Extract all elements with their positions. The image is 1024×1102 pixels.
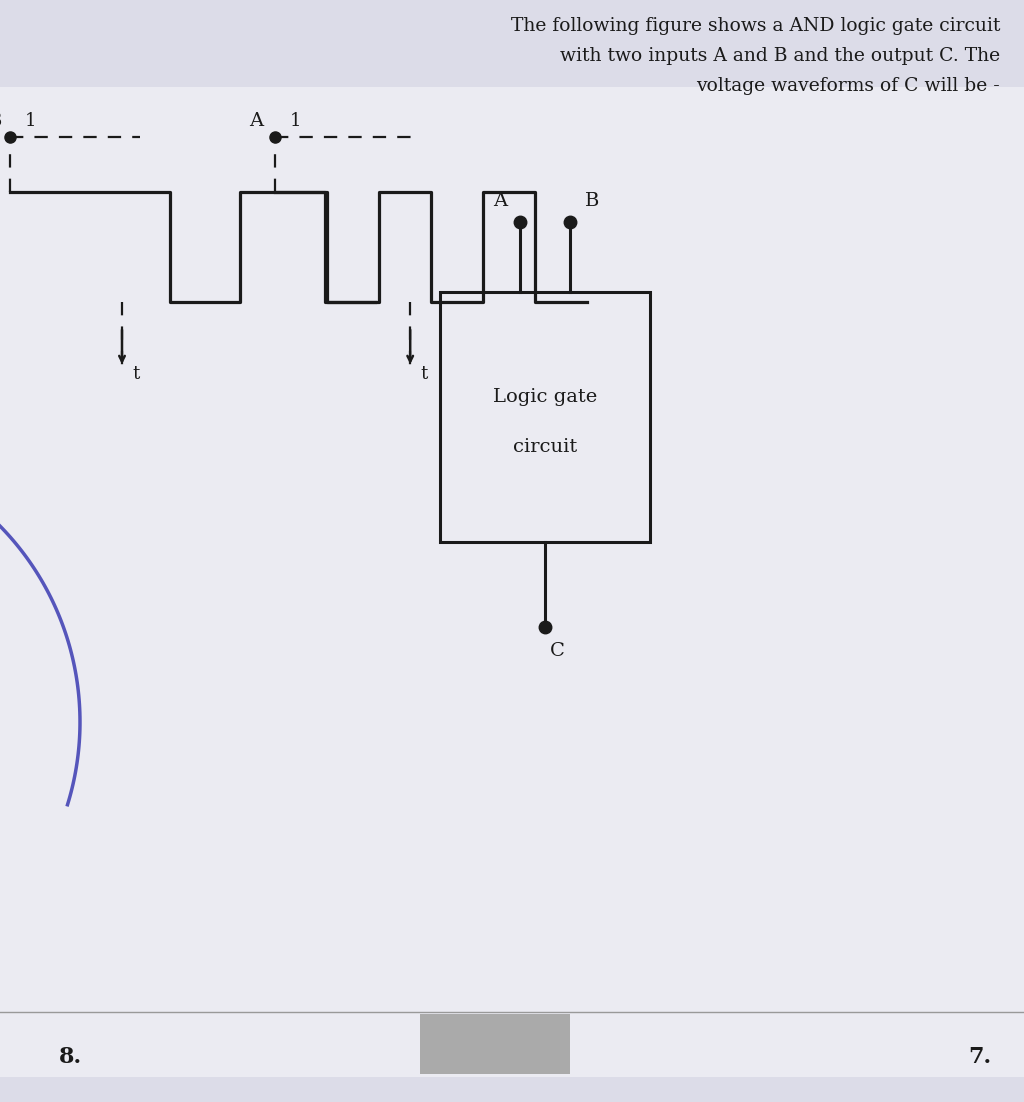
Text: C: C [550,642,564,660]
Text: B: B [0,112,2,130]
FancyBboxPatch shape [0,87,1024,1077]
Bar [420,1014,570,1074]
Text: 1: 1 [290,112,301,130]
Text: 7.: 7. [969,1046,991,1068]
Text: The following figure shows a AND logic gate circuit: The following figure shows a AND logic g… [511,17,1000,35]
Text: B: B [585,192,599,210]
Text: 1: 1 [25,112,37,130]
Text: A: A [249,112,263,130]
Bar [440,292,650,542]
Text: voltage waveforms of C will be -: voltage waveforms of C will be - [696,77,1000,95]
Text: 8.: 8. [58,1046,82,1068]
Text: t: t [132,365,139,383]
Text: A: A [493,192,507,210]
Text: t: t [420,365,427,383]
Text: with two inputs A and B and the output C. The: with two inputs A and B and the output C… [560,47,1000,65]
Text: Logic gate: Logic gate [493,388,597,406]
Text: circuit: circuit [513,437,578,456]
